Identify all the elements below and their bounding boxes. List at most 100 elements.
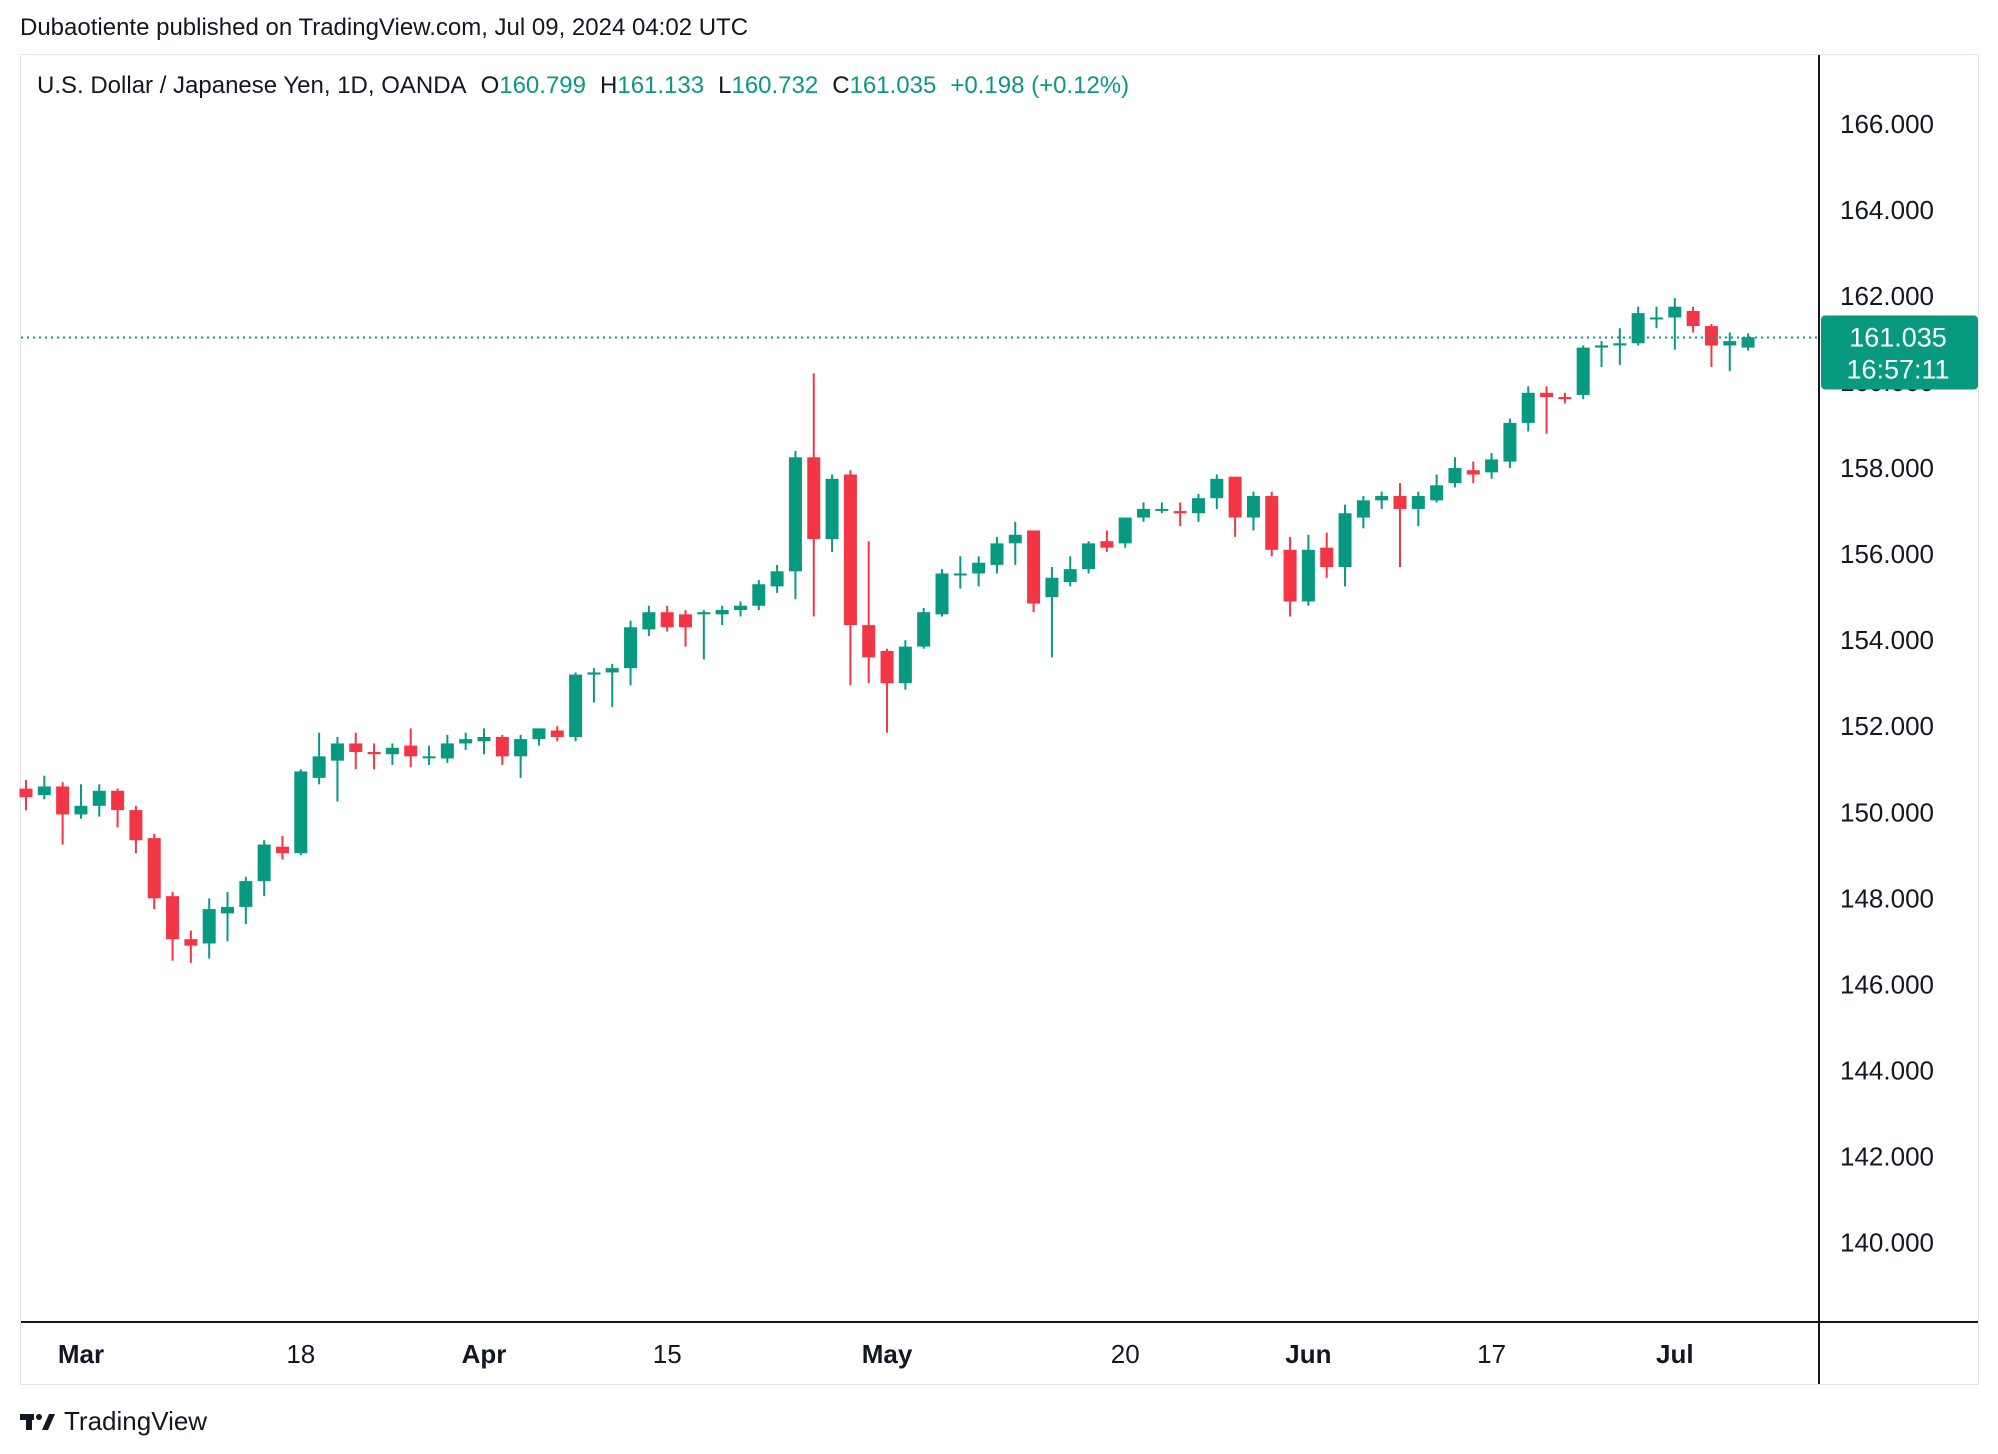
candle-body	[752, 584, 766, 606]
open-value: 160.799	[499, 72, 586, 99]
candle	[1540, 386, 1554, 434]
candle	[825, 474, 839, 552]
candle-body	[422, 756, 436, 759]
candle	[239, 876, 253, 925]
change-value: +0.198 (+0.12%)	[950, 72, 1130, 99]
tradingview-footer[interactable]: TradingView	[20, 1406, 207, 1437]
candle-body	[624, 627, 638, 669]
candle	[147, 833, 161, 910]
candle	[1027, 530, 1041, 613]
time-axis[interactable]: Mar 18 Apr 15 May 20 Jun 17 Jul	[58, 1339, 1694, 1369]
tradingview-logo-icon	[20, 1413, 55, 1430]
candle-body	[843, 474, 857, 626]
price-tick-label: 164.000	[1840, 195, 1934, 225]
candle-body	[1521, 392, 1535, 423]
candle-body	[257, 844, 271, 882]
price-tick-label: 142.000	[1840, 1141, 1934, 1171]
candle	[990, 536, 1004, 574]
candle-body	[1704, 326, 1718, 346]
candle-body	[788, 457, 802, 572]
time-tick-label: May	[862, 1339, 913, 1369]
candle	[74, 784, 88, 819]
candle-body	[807, 457, 821, 540]
candle-body	[184, 939, 198, 946]
candle	[1411, 491, 1425, 527]
candle	[459, 732, 473, 750]
candle-body	[19, 788, 33, 798]
candle-body	[1375, 496, 1389, 501]
candle	[111, 788, 125, 828]
candle	[1210, 474, 1224, 509]
candle	[1375, 491, 1389, 509]
candle-body	[1265, 496, 1279, 550]
chart-frame	[20, 54, 1979, 1385]
candle-body	[1338, 513, 1352, 568]
candle-body	[532, 728, 546, 740]
candle	[660, 605, 674, 632]
candle	[1595, 341, 1609, 367]
candle-body	[1008, 534, 1022, 544]
candle-body	[367, 752, 381, 755]
candle-body	[1356, 500, 1370, 518]
candle-body	[1613, 343, 1627, 346]
candle	[37, 775, 51, 800]
price-tick-label: 148.000	[1840, 883, 1934, 913]
low-label: L	[718, 72, 732, 99]
candle	[514, 734, 528, 778]
last-price-text: 161.035	[1849, 322, 1947, 352]
candle	[202, 898, 216, 959]
candle	[1723, 332, 1737, 372]
symbol-title[interactable]: U.S. Dollar / Japanese Yen, 1D, OANDA	[37, 72, 467, 99]
price-tick-label: 162.000	[1840, 281, 1934, 311]
price-tick-label: 166.000	[1840, 109, 1934, 139]
candle-body	[1228, 476, 1242, 518]
candle	[935, 569, 949, 617]
candle	[715, 605, 729, 626]
candle	[788, 450, 802, 600]
candle	[1485, 453, 1499, 479]
candle	[1649, 306, 1663, 329]
time-tick-label: Apr	[462, 1339, 507, 1369]
candle	[1741, 333, 1755, 351]
candle-body	[1649, 317, 1663, 320]
price-axis[interactable]: 140.000 142.000 144.000 146.000 148.000 150.0…	[1840, 109, 1934, 1258]
price-tick-label: 154.000	[1840, 625, 1934, 655]
candle-body	[990, 543, 1004, 565]
candle	[166, 891, 180, 961]
candle	[1466, 461, 1480, 484]
candle-body	[1686, 311, 1700, 327]
candle-body	[1210, 478, 1224, 499]
candle-body	[880, 650, 894, 684]
candle	[862, 541, 876, 684]
candle-body	[1301, 549, 1315, 602]
candle-body	[1082, 543, 1096, 570]
candle-body	[1540, 392, 1554, 398]
candle-body	[587, 672, 601, 675]
candle-body	[715, 610, 729, 615]
candle-body	[1411, 496, 1425, 509]
candle-body	[1466, 470, 1480, 475]
candle	[184, 930, 198, 963]
time-tick-label: Jul	[1656, 1339, 1694, 1369]
candle	[1320, 532, 1334, 578]
candle-body	[953, 573, 967, 576]
open-label: O	[480, 72, 500, 99]
candle	[367, 743, 381, 770]
symbol-legend: U.S. Dollar / Japanese Yen, 1D, OANDA O16…	[37, 72, 1129, 100]
candle	[1045, 567, 1059, 658]
candle-body	[550, 730, 564, 737]
time-tick-label: Jun	[1285, 1339, 1331, 1369]
candle	[1668, 298, 1682, 350]
close-label: C	[832, 72, 850, 99]
close-value: 161.035	[849, 72, 937, 99]
candle-body	[642, 612, 656, 630]
candle	[349, 732, 363, 770]
candle-body	[294, 771, 308, 854]
candle	[330, 736, 344, 802]
candle-body	[1173, 511, 1187, 514]
candle	[1173, 502, 1187, 527]
candle	[1008, 521, 1022, 565]
candle-body	[1430, 485, 1444, 501]
candle-body	[330, 743, 344, 761]
